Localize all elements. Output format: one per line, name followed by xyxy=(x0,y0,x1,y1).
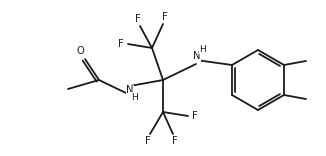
Text: F: F xyxy=(172,136,178,146)
Text: F: F xyxy=(135,14,141,24)
Text: F: F xyxy=(145,136,151,146)
Text: N: N xyxy=(193,51,201,61)
Text: F: F xyxy=(162,12,168,22)
Text: F: F xyxy=(192,111,198,121)
Text: O: O xyxy=(76,46,84,56)
Text: H: H xyxy=(200,44,206,54)
Text: N: N xyxy=(126,85,134,95)
Text: H: H xyxy=(132,93,139,102)
Text: F: F xyxy=(118,39,124,49)
